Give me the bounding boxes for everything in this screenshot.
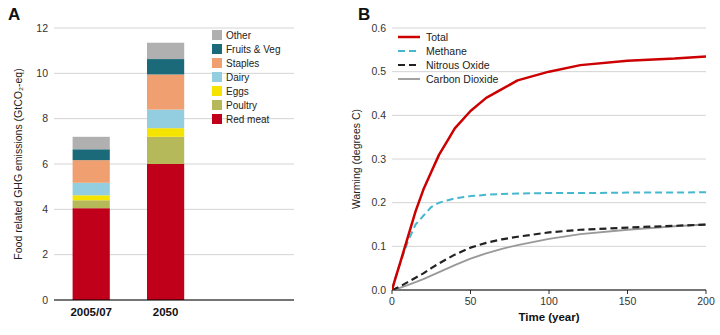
legend-swatch <box>212 58 222 68</box>
legend-label: Eggs <box>226 86 249 97</box>
bar-segment <box>147 128 184 137</box>
legend-swatch <box>212 100 222 110</box>
y-tick-label: 0.1 <box>371 240 386 252</box>
panel-title: B <box>358 5 370 24</box>
legend-label: Red meat <box>226 114 270 125</box>
bar-segment <box>73 149 110 160</box>
legend-swatch <box>212 72 222 82</box>
grid-line <box>392 290 706 291</box>
bar-segment <box>147 74 184 109</box>
x-tick-label: 100 <box>540 295 558 307</box>
lines <box>392 56 706 290</box>
x-axis-label: Time (year) <box>518 311 579 323</box>
x-tick-label: 150 <box>619 295 637 307</box>
x-tick-label: 0 <box>389 295 395 307</box>
bar-segment <box>73 200 110 208</box>
legend-label: Methane <box>426 45 467 57</box>
bar-segment <box>147 43 184 59</box>
legend-line <box>398 36 420 39</box>
grid-line <box>54 28 294 29</box>
legend-line <box>398 64 420 66</box>
bar-segment <box>73 160 110 183</box>
bar-segment <box>147 164 184 300</box>
y-tick-label: 10 <box>36 67 48 79</box>
y-tick-label: 12 <box>36 22 48 34</box>
legend-swatch <box>212 44 222 54</box>
figure: A 0 2 4 6 8 10 12 Food related GHG emissions (Gt… <box>0 0 720 335</box>
series-line <box>392 192 706 290</box>
y-tick-label: 0 <box>42 294 48 306</box>
grid-line <box>392 115 706 116</box>
legend-line <box>398 50 420 52</box>
y-tick-label: 0.4 <box>371 109 386 121</box>
bar-segment <box>73 195 110 200</box>
y-tick-label: 0.2 <box>371 196 386 208</box>
legend-label: Carbon Dioxide <box>426 73 499 85</box>
y-tick-label: 0.0 <box>371 284 386 296</box>
legend-label: Fruits & Veg <box>226 44 280 55</box>
legend: Other Fruits & Veg Staples Dairy Eggs Poultry… <box>212 30 280 125</box>
bars <box>73 43 185 300</box>
bar-segment <box>73 208 110 300</box>
x-tick-label: 50 <box>465 295 477 307</box>
y-tick-label: 0.3 <box>371 153 386 165</box>
x-tick-label: 2005/07 <box>70 306 112 318</box>
grid-line <box>392 246 706 247</box>
y-axis-label: Food related GHG emissions (GtCO₂-eq) <box>12 68 24 259</box>
bar-segment <box>147 110 184 129</box>
y-tick-label: 2 <box>42 248 48 260</box>
x-tick-label: 200 <box>697 295 715 307</box>
y-tick-label: 6 <box>42 158 48 170</box>
panel-bar: A 0 2 4 6 8 10 12 Food related GHG emissions (Gt… <box>8 5 294 318</box>
bar-segment <box>73 137 110 149</box>
bar-segment <box>147 137 184 164</box>
y-tick-label: 4 <box>42 203 48 215</box>
x-axis-line <box>392 290 706 291</box>
series-line <box>392 225 706 291</box>
legend-label: Total <box>426 31 448 43</box>
x-tick <box>392 290 393 294</box>
x-axis-line <box>54 300 294 301</box>
panel-line: B 0.0 0.1 0.2 0.3 0.4 0.5 0.6 Warming (degrees C… <box>350 5 715 323</box>
legend-label: Staples <box>226 58 259 69</box>
legend-label: Poultry <box>226 100 257 111</box>
y-tick-label: 8 <box>42 112 48 124</box>
x-tick-label: 2050 <box>153 306 179 318</box>
legend: Total Methane Nitrous Oxide Carbon Dioxide <box>398 31 499 85</box>
series-line <box>392 225 706 291</box>
grid-line <box>392 28 706 29</box>
legend-label: Dairy <box>226 72 249 83</box>
legend-line <box>398 78 420 80</box>
panel-title: A <box>8 5 20 24</box>
y-axis-label: Warming (degrees C) <box>350 109 362 209</box>
bar-segment <box>147 59 184 74</box>
legend-label: Nitrous Oxide <box>426 59 490 71</box>
legend-swatch <box>212 86 222 96</box>
x-tick <box>470 290 471 294</box>
legend-swatch <box>212 30 222 40</box>
series-line <box>392 56 706 290</box>
x-tick <box>627 290 628 294</box>
grid-line <box>54 300 294 301</box>
bar-segment <box>73 183 110 195</box>
y-tick-label: 0.5 <box>371 65 386 77</box>
x-tick <box>549 290 550 294</box>
y-tick-label: 0.6 <box>371 22 386 34</box>
legend-label: Other <box>226 30 252 41</box>
x-tick <box>706 290 707 294</box>
grid-line <box>392 159 706 160</box>
legend-swatch <box>212 114 222 124</box>
